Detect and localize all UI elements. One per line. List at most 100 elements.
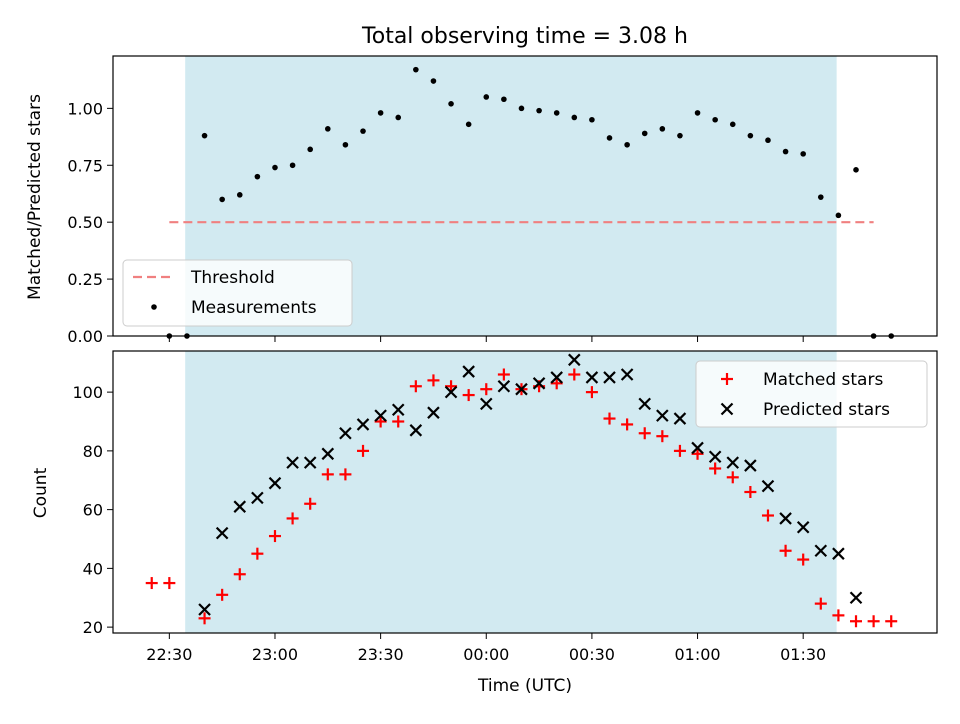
xlabel: Time (UTC) <box>477 676 572 696</box>
measurement-point <box>448 101 454 107</box>
matched-point <box>797 553 810 566</box>
measurement-point <box>342 141 349 148</box>
top-legend: Threshold Measurements <box>122 259 353 327</box>
matched-point <box>709 462 722 475</box>
bottom-ytick-label: 100 <box>72 383 103 402</box>
xtick-label: 00:30 <box>569 645 615 664</box>
measurement-point <box>307 146 313 153</box>
measurement-point <box>641 130 648 137</box>
matched-point <box>480 383 493 396</box>
predicted-point <box>673 412 687 425</box>
top-ylabel: Matched/Predicted stars <box>25 94 45 300</box>
predicted-point <box>356 418 370 431</box>
measurement-point <box>800 151 806 157</box>
top-ytick-label: 0.50 <box>67 213 103 232</box>
predicted-point <box>814 544 828 558</box>
predicted-point <box>603 371 616 384</box>
measurement-point <box>236 192 243 198</box>
predicted-point <box>409 424 423 437</box>
predicted-point <box>708 450 722 464</box>
matched-point <box>198 612 211 625</box>
measurement-point <box>782 148 789 155</box>
matched-point <box>392 415 405 428</box>
measurement-point <box>747 132 754 139</box>
predicted-point <box>374 409 387 422</box>
matched-point <box>268 530 281 543</box>
matched-point <box>885 615 898 628</box>
predicted-point <box>744 459 757 472</box>
matched-point <box>216 588 229 601</box>
measurement-point <box>712 116 718 123</box>
matched-point <box>427 374 440 387</box>
chart-title: Total observing time = 3.08 h <box>361 24 688 49</box>
matched-point <box>568 368 581 381</box>
predicted-point <box>620 368 634 381</box>
measurement-point <box>377 110 384 116</box>
matched-point <box>726 471 739 484</box>
matched-point <box>656 430 669 443</box>
matched-point <box>445 380 458 393</box>
predicted-point <box>427 406 440 419</box>
matched-point <box>251 547 264 560</box>
predicted-point <box>303 456 317 469</box>
measurement-point <box>483 94 490 100</box>
measurement-point <box>624 141 630 148</box>
bottom-ytick-label: 20 <box>83 618 103 637</box>
predicted-point <box>550 371 563 384</box>
legend-predicted-label: Predicted stars <box>763 400 890 420</box>
matched-point <box>550 377 563 390</box>
bottom-ytick-label: 60 <box>83 501 103 520</box>
matched-point <box>638 427 651 440</box>
predicted-point <box>321 447 335 461</box>
measurement-point <box>465 121 472 128</box>
matched-point <box>779 544 792 557</box>
predicted-point <box>251 491 264 505</box>
top-ytick-label: 0.25 <box>67 270 103 289</box>
xtick-label: 22:30 <box>146 645 192 664</box>
matched-point <box>585 386 598 399</box>
predicted-point <box>515 382 528 396</box>
measurement-point <box>536 107 542 114</box>
predicted-point <box>339 426 352 440</box>
measurement-point <box>430 78 437 84</box>
predicted-point <box>286 456 299 469</box>
predicted-point <box>462 365 475 378</box>
matched-point <box>621 418 634 431</box>
measurement-point <box>201 132 208 139</box>
bottom-ytick-label: 80 <box>83 442 103 461</box>
measurement-point <box>571 114 578 121</box>
predicted-point <box>215 526 229 540</box>
predicted-point <box>479 397 493 411</box>
matched-point <box>321 468 334 481</box>
xtick-label: 00:00 <box>463 645 509 664</box>
matched-point <box>233 568 246 581</box>
matched-point <box>832 609 845 622</box>
xtick-label: 23:30 <box>358 645 404 664</box>
predicted-point <box>761 479 775 493</box>
legend-threshold-label: Threshold <box>190 268 275 288</box>
matched-point <box>304 497 317 510</box>
legend-measurement-label: Measurements <box>191 298 317 318</box>
measurement-point <box>853 167 859 173</box>
measurement-point <box>219 196 225 203</box>
bottom-legend: Matched stars Predicted stars <box>695 360 928 428</box>
measurement-point <box>360 128 366 134</box>
matched-point <box>339 468 352 481</box>
matched-point <box>603 412 616 425</box>
matched-point <box>867 615 880 628</box>
measurement-point <box>395 114 402 121</box>
measurement-point <box>501 96 507 103</box>
predicted-point <box>497 379 511 393</box>
measurement-point <box>729 121 736 128</box>
matched-point <box>761 509 774 522</box>
measurement-point <box>325 126 331 132</box>
predicted-point <box>796 520 810 534</box>
matched-point <box>145 577 158 590</box>
top-ytick-label: 1.00 <box>67 99 103 118</box>
measurement-point <box>765 137 771 144</box>
measurement-point <box>817 194 824 200</box>
measurement-point <box>659 126 666 132</box>
legend-matched-swatch <box>721 373 733 385</box>
legend-box <box>695 360 928 428</box>
matched-point <box>357 444 370 457</box>
